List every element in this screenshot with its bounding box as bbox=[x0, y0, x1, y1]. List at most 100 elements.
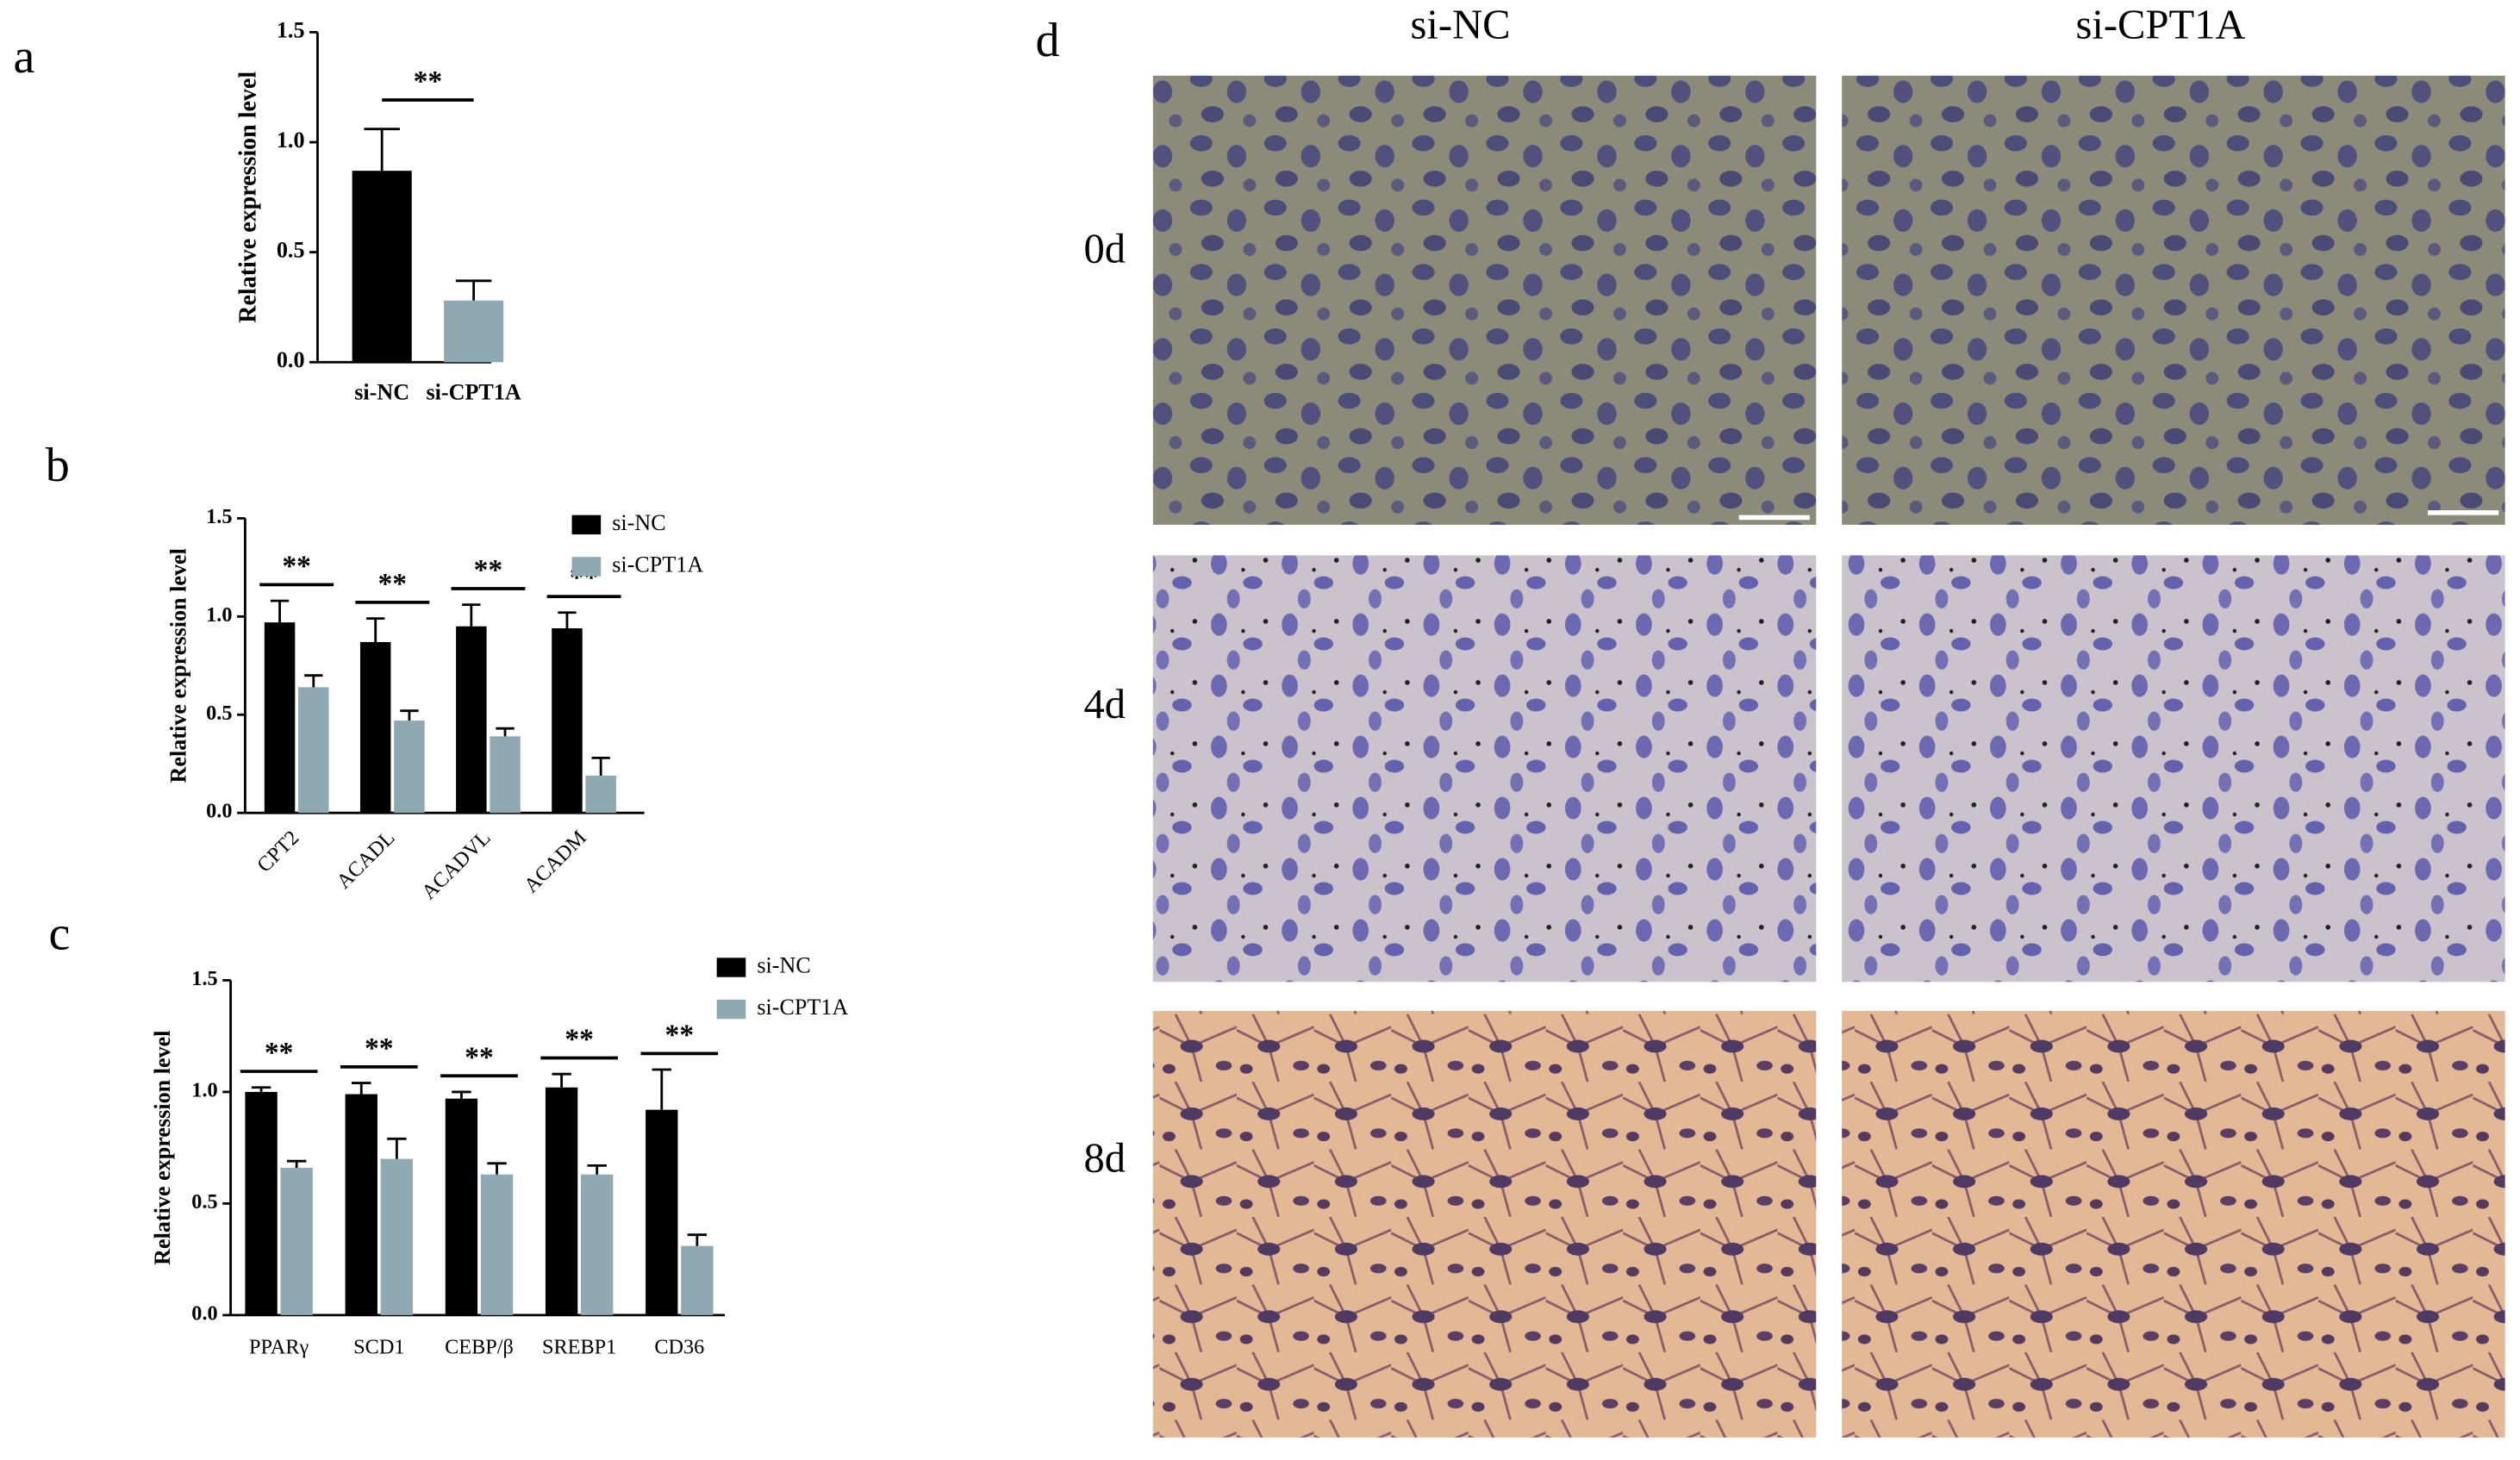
bar bbox=[394, 721, 425, 814]
x-tick-label: ACADL bbox=[332, 826, 399, 893]
error-bar bbox=[591, 756, 610, 776]
error-bar bbox=[552, 1072, 571, 1088]
x-tick-label: PPARγ bbox=[249, 1336, 309, 1359]
column-label: si-CPT1A bbox=[2076, 2, 2246, 48]
x-tick-label: CPT2 bbox=[253, 826, 303, 877]
error-bar bbox=[558, 611, 577, 628]
y-tick-label: 0.0 bbox=[206, 800, 232, 823]
y-tick-label: 1.0 bbox=[191, 1078, 217, 1101]
bar bbox=[681, 1245, 714, 1315]
significance-label: ** bbox=[414, 66, 443, 97]
legend-swatch bbox=[716, 999, 746, 1020]
significance-label: ** bbox=[465, 1041, 494, 1073]
significance-label: ** bbox=[565, 1024, 594, 1056]
y-tick-label: 1.5 bbox=[191, 967, 217, 990]
micrograph bbox=[1152, 75, 1817, 525]
error-bar bbox=[587, 1164, 607, 1175]
y-tick-label: 1.0 bbox=[206, 603, 232, 627]
bar bbox=[545, 1087, 578, 1315]
y-tick-label: 0.5 bbox=[206, 702, 232, 725]
x-tick-label: ACADVL bbox=[417, 826, 496, 904]
bar bbox=[552, 627, 583, 814]
bar bbox=[646, 1109, 678, 1315]
x-tick-label: si-CPT1A bbox=[426, 380, 521, 405]
micrograph bbox=[1152, 1010, 1817, 1438]
error-bar bbox=[251, 1086, 271, 1092]
bar bbox=[444, 300, 504, 363]
bar bbox=[490, 736, 521, 814]
x-tick-label: SREBP1 bbox=[542, 1336, 616, 1359]
column-label: si-NC bbox=[1411, 2, 1511, 48]
x-tick-label: SCD1 bbox=[353, 1336, 404, 1359]
y-axis-label: Relative expression level bbox=[234, 72, 261, 323]
error-bar bbox=[304, 674, 323, 688]
legend-label: si-NC bbox=[612, 510, 665, 535]
bar bbox=[581, 1174, 614, 1315]
legend-label: si-CPT1A bbox=[757, 995, 848, 1020]
error-bar bbox=[387, 1137, 407, 1159]
y-tick-label: 1.5 bbox=[277, 17, 305, 42]
y-axis-label: Relative expression level bbox=[150, 1031, 175, 1265]
row-label: 0d bbox=[1083, 225, 1126, 271]
error-bar bbox=[487, 1162, 507, 1175]
legend-swatch bbox=[571, 515, 602, 535]
error-bar bbox=[452, 1090, 471, 1099]
error-bar bbox=[652, 1068, 671, 1110]
bar bbox=[352, 171, 412, 363]
row-label: 4d bbox=[1083, 681, 1126, 727]
error-bar bbox=[366, 617, 385, 642]
bar bbox=[264, 622, 296, 814]
y-axis-label: Relative expression level bbox=[166, 548, 191, 783]
panel-letter: c bbox=[49, 908, 71, 961]
panel-letter: d bbox=[1035, 14, 1059, 67]
y-tick-label: 0.5 bbox=[277, 238, 305, 263]
x-tick-label: ACADM bbox=[520, 826, 591, 897]
error-bar bbox=[352, 1082, 371, 1095]
x-tick-label: CD36 bbox=[654, 1336, 704, 1359]
significance-label: ** bbox=[282, 550, 311, 582]
legend-swatch bbox=[571, 557, 602, 577]
significance-label: ** bbox=[365, 1033, 394, 1064]
scale-bar bbox=[1738, 515, 1810, 521]
y-tick-label: 0.5 bbox=[191, 1190, 217, 1214]
legend-label: si-CPT1A bbox=[612, 552, 703, 577]
significance-label: ** bbox=[265, 1037, 294, 1069]
x-tick-label: si-NC bbox=[354, 380, 409, 405]
bar bbox=[480, 1174, 514, 1315]
micrograph bbox=[1152, 555, 1817, 983]
panel-letter: a bbox=[13, 30, 34, 84]
y-tick-label: 1.0 bbox=[277, 128, 305, 153]
error-bar bbox=[462, 603, 481, 627]
bar bbox=[380, 1158, 414, 1315]
micrograph bbox=[1842, 555, 2505, 983]
x-tick-label: CEBP/β bbox=[445, 1336, 514, 1359]
legend-label: si-NC bbox=[757, 952, 810, 977]
scale-bar bbox=[2428, 510, 2499, 515]
legend-swatch bbox=[716, 958, 746, 977]
error-bar bbox=[687, 1233, 708, 1246]
bar bbox=[359, 641, 391, 814]
y-tick-label: 1.5 bbox=[206, 505, 232, 528]
bar bbox=[585, 775, 616, 814]
significance-label: ** bbox=[665, 1019, 695, 1051]
significance-label: ** bbox=[474, 554, 503, 586]
micrograph bbox=[1842, 1010, 2505, 1438]
bar bbox=[445, 1098, 478, 1315]
error-bar bbox=[400, 709, 419, 721]
error-bar bbox=[496, 727, 515, 737]
y-tick-label: 0.0 bbox=[277, 347, 305, 372]
significance-label: ** bbox=[378, 568, 408, 600]
row-label: 8d bbox=[1083, 1135, 1126, 1182]
error-bar bbox=[364, 128, 400, 172]
bar bbox=[345, 1094, 377, 1315]
bar bbox=[245, 1091, 278, 1315]
error-bar bbox=[270, 599, 290, 623]
micrograph bbox=[1842, 75, 2505, 525]
y-tick-label: 0.0 bbox=[191, 1301, 217, 1325]
bar bbox=[298, 687, 329, 814]
error-bar bbox=[455, 279, 492, 301]
bar bbox=[456, 626, 487, 814]
panel-letter: b bbox=[46, 439, 70, 492]
